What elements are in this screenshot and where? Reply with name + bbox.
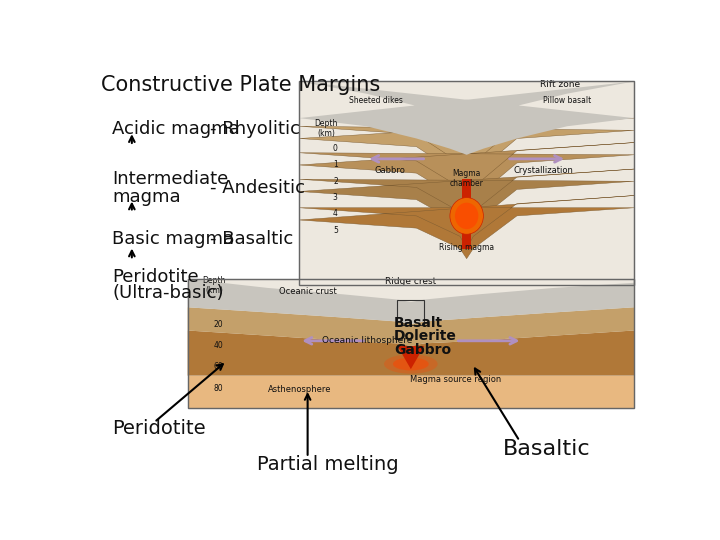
FancyBboxPatch shape <box>300 82 634 285</box>
Polygon shape <box>300 195 634 259</box>
Polygon shape <box>300 169 634 234</box>
Text: 3: 3 <box>333 193 338 202</box>
Text: Magma
chamber: Magma chamber <box>450 169 484 188</box>
Text: Depth
(km): Depth (km) <box>203 276 226 295</box>
Polygon shape <box>188 307 634 346</box>
Polygon shape <box>188 279 634 324</box>
Text: Basalt: Basalt <box>394 315 444 329</box>
Text: 1: 1 <box>333 160 338 170</box>
Polygon shape <box>300 82 634 155</box>
Text: Basic magma: Basic magma <box>112 231 235 248</box>
Polygon shape <box>300 143 634 210</box>
Text: Constructive Plate Margins: Constructive Plate Margins <box>101 75 380 95</box>
Text: 40: 40 <box>214 341 223 350</box>
Text: 80: 80 <box>214 384 223 393</box>
Text: Sheeted dikes: Sheeted dikes <box>349 96 403 105</box>
Text: Ridge crest: Ridge crest <box>385 277 436 286</box>
Polygon shape <box>188 330 634 376</box>
Text: Pillow basalt: Pillow basalt <box>543 96 591 105</box>
Bar <box>462 179 471 248</box>
Text: Acidic magma: Acidic magma <box>112 120 240 138</box>
Polygon shape <box>397 346 424 369</box>
Text: Magma source region: Magma source region <box>410 375 501 384</box>
Ellipse shape <box>455 202 478 229</box>
Bar <box>397 300 424 325</box>
Text: 4: 4 <box>333 210 338 218</box>
Text: Asthenosphere: Asthenosphere <box>268 386 331 394</box>
Text: 5: 5 <box>333 226 338 235</box>
FancyBboxPatch shape <box>188 279 634 408</box>
Text: Intermediate: Intermediate <box>112 170 228 188</box>
Text: Depth
(km): Depth (km) <box>315 119 338 138</box>
Text: 2: 2 <box>333 177 338 186</box>
Text: Peridotite: Peridotite <box>112 419 206 438</box>
Text: Oceanic lithosphere: Oceanic lithosphere <box>322 336 412 346</box>
Text: (Ultra-basic): (Ultra-basic) <box>112 285 224 302</box>
Text: Partial melting: Partial melting <box>258 455 399 474</box>
Ellipse shape <box>384 354 438 374</box>
Text: Crystallization: Crystallization <box>513 166 574 175</box>
Text: 0: 0 <box>333 144 338 153</box>
Text: Oceanic crust: Oceanic crust <box>279 287 337 296</box>
Text: - Rhyolitic: - Rhyolitic <box>210 120 300 138</box>
Text: Peridotite: Peridotite <box>112 268 199 286</box>
Text: magma: magma <box>112 188 181 206</box>
Text: Gabbro: Gabbro <box>394 343 451 357</box>
Polygon shape <box>300 118 634 185</box>
Text: Gabbro: Gabbro <box>374 166 405 175</box>
Ellipse shape <box>450 198 483 234</box>
Text: 20: 20 <box>214 320 223 328</box>
Text: Rising magma: Rising magma <box>439 242 494 252</box>
Text: Rift zone: Rift zone <box>540 79 580 89</box>
Text: - Andesitic: - Andesitic <box>210 179 305 197</box>
Ellipse shape <box>393 357 428 370</box>
Text: - Basaltic: - Basaltic <box>210 231 293 248</box>
Text: Dolerite: Dolerite <box>394 329 457 343</box>
Polygon shape <box>188 376 634 408</box>
Text: Basaltic: Basaltic <box>503 440 590 460</box>
Text: 60: 60 <box>214 362 223 371</box>
